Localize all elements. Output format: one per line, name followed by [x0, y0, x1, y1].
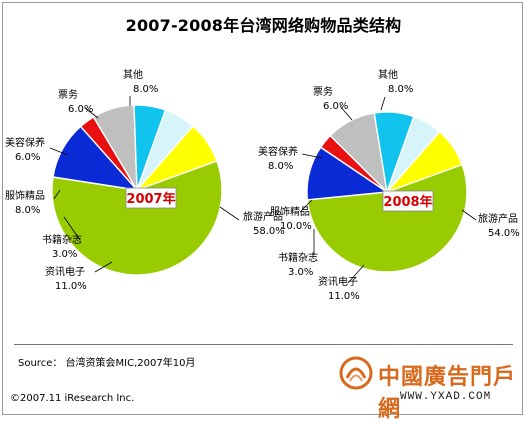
pie-1-leader-line: [53, 189, 61, 200]
pie-1-value-label: 8.0%: [133, 84, 158, 95]
pie-2-leader-line: [380, 96, 386, 111]
pie-2-leader-line: [301, 153, 323, 159]
pie-1-year-label: 2007年: [126, 191, 175, 207]
pie-2-leader-line: [461, 209, 477, 221]
pie-1-category-label: 资讯电子: [45, 265, 85, 278]
pie-2-category-label: 其他: [378, 68, 398, 81]
pie-2-category-label: 旅游产品: [478, 212, 518, 225]
pie-1-leader-line: [94, 261, 113, 273]
pie-2-year-badge: [382, 190, 434, 212]
watermark-logo-icon: [339, 356, 373, 390]
chart-frame: [2, 2, 523, 415]
copyright-note: ©2007.11 iResearch Inc.: [10, 393, 135, 404]
pie-2-slice-6: [386, 130, 464, 193]
pie-1-leader-line: [84, 107, 99, 119]
pie-1-category-label: 票务: [58, 88, 78, 101]
watermark-url: WWW.YXAD.COM: [400, 391, 492, 403]
pie-2-category-label: 美容保养: [258, 145, 298, 158]
pie-1-category-label: 美容保养: [5, 136, 45, 149]
pie-1-slice-6: [136, 125, 218, 191]
chart-title: 2007-2008年台湾网络购物品类结构: [125, 16, 402, 35]
pie-2-leader-line: [299, 199, 313, 213]
pie-2: 旅游产品 54.0% 资讯电子 11.0% 书籍杂志 3.0% 服饰精品 10.0% 美容保养 8…: [258, 68, 520, 302]
pie-2-value-label: 8.0%: [388, 84, 413, 95]
pie-1-leader-line: [63, 216, 81, 241]
pie-1-leader-line: [219, 206, 240, 221]
pie-1-value-label: 58.0%: [253, 226, 285, 237]
pie-2-category-label: 服饰精品: [270, 205, 310, 218]
pie-2-year-label: 2008年: [383, 194, 432, 210]
source-note: Source： 台湾资策会MIC,2007年10月: [18, 358, 196, 369]
pie-1-category-label: 其他: [123, 68, 143, 81]
pie-1-category-label: 书籍杂志: [42, 233, 82, 246]
pie-1-value-label: 6.0%: [15, 152, 40, 163]
pie-1-value-label: 11.0%: [55, 281, 87, 292]
pie-1-year-badge: [125, 187, 177, 209]
pie-2-category-label: 资讯电子: [318, 275, 358, 288]
pie-2-value-label: 54.0%: [488, 228, 520, 239]
pie-2-category-label: 票务: [313, 85, 333, 98]
pie-2-value-label: 10.0%: [280, 221, 312, 232]
pie-2-value-label: 11.0%: [328, 291, 360, 302]
watermark-chinese: 中國廣告門戶網: [378, 364, 517, 422]
pie-1-value-label: 6.0%: [68, 104, 93, 115]
pie-1-leader-line: [49, 147, 69, 156]
pie-1-slice-0: [51, 160, 223, 276]
pie-2-category-label: 书籍杂志: [278, 251, 318, 264]
pie-2-leader-line: [347, 264, 365, 284]
pie-2-value-label: 6.0%: [323, 101, 348, 112]
pie-1: 旅游产品 58.0% 资讯电子 11.0% 书籍杂志 3.0% 服饰精品 8.0% 美容保养 6.…: [5, 68, 285, 292]
pie-1-value-label: 3.0%: [52, 249, 77, 260]
pie-1-category-label: 服饰精品: [5, 189, 45, 202]
pie-2-leader-line: [339, 105, 353, 121]
pie-2-value-label: 3.0%: [288, 267, 313, 278]
pie-1-category-label: 旅游产品: [243, 210, 283, 223]
pie-2-value-label: 8.0%: [268, 161, 293, 172]
footer-divider: [14, 344, 513, 345]
pie-1-value-label: 8.0%: [15, 205, 40, 216]
